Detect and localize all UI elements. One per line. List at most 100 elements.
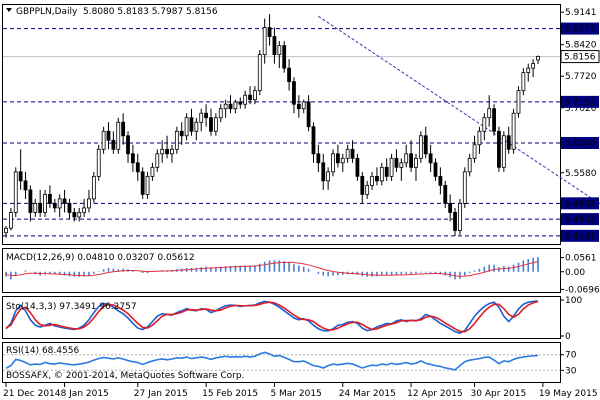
candle-body xyxy=(87,198,91,209)
level-badge-label: 5.4181 xyxy=(564,232,596,242)
level-badge xyxy=(561,197,599,210)
current-price-badge xyxy=(560,50,600,64)
candle-body xyxy=(218,108,223,119)
candle-body xyxy=(116,121,121,150)
stochastic-label: Sto(14,3,3) 97.3491 96.2757 xyxy=(6,302,137,312)
candle-body xyxy=(438,175,443,186)
candle-body xyxy=(282,45,287,69)
time-axis: 21 Dec 2014 8 Jan 2015 27 Jan 2015 15 Feb 2… xyxy=(3,383,598,399)
dropdown-triangle-icon[interactable] xyxy=(6,8,12,12)
candle-body xyxy=(213,117,218,132)
candle-body xyxy=(414,157,418,168)
candle-body xyxy=(433,162,438,177)
candle-body xyxy=(228,103,233,110)
candle-body xyxy=(516,90,521,114)
candle-body xyxy=(335,153,340,164)
main-panel-frame xyxy=(2,4,561,245)
candle-body xyxy=(52,203,57,209)
candle-body xyxy=(101,130,106,150)
candle-body xyxy=(472,144,477,159)
candle-body xyxy=(506,135,511,150)
candle-body xyxy=(292,81,296,105)
candle-body xyxy=(423,135,428,155)
candle-body xyxy=(448,203,453,213)
candle-body xyxy=(316,153,321,164)
candle-body xyxy=(462,171,467,204)
symbol-label: GBPPLN,Daily xyxy=(16,7,78,17)
macd-tick-label: 0.00 xyxy=(565,268,585,278)
candle-body xyxy=(257,54,262,92)
trendline-layer xyxy=(318,15,600,205)
candle-body xyxy=(82,207,86,213)
candle-body xyxy=(409,153,414,168)
candle-body xyxy=(248,94,252,101)
candles-layer xyxy=(4,14,540,238)
rsi-line xyxy=(5,351,539,371)
candle-body xyxy=(418,135,423,159)
header: GBPPLN,Daily 5.8080 5.8183 5.7987 5.8156 xyxy=(6,7,218,17)
candle-body xyxy=(487,108,492,119)
candle-body xyxy=(150,166,155,177)
rsi-tick-label: 70 xyxy=(565,351,577,361)
candle-body xyxy=(501,135,506,168)
candle-body xyxy=(23,180,28,191)
candle-body xyxy=(511,112,516,150)
candle-body xyxy=(13,171,18,213)
ohlc-readout: 5.8080 5.8183 5.7987 5.8156 xyxy=(83,7,218,17)
candle-body xyxy=(360,175,365,195)
stochastic-panel-frame xyxy=(2,296,561,339)
macd-signal-line xyxy=(5,260,539,277)
level-badge-label: 5.6240 xyxy=(564,139,596,149)
macd-panel-frame xyxy=(2,248,561,293)
candle-body xyxy=(350,148,355,159)
x-tick-label: 19 May 2015 xyxy=(539,389,598,399)
candle-body xyxy=(272,36,277,56)
x-tick-label: 21 Dec 2014 xyxy=(3,389,61,399)
candle-body xyxy=(375,175,379,182)
candle-body xyxy=(4,227,8,234)
candle-body xyxy=(184,117,189,137)
stochastic-d-line xyxy=(5,300,539,333)
candle-body xyxy=(428,153,433,164)
trend-line xyxy=(318,15,600,205)
candle-body xyxy=(497,130,501,168)
current-price-label: 5.8156 xyxy=(564,53,596,63)
candle-body xyxy=(126,135,130,155)
candle-body xyxy=(321,162,326,182)
candle-body xyxy=(145,175,150,195)
candle-body xyxy=(458,203,462,231)
candle-body xyxy=(209,117,213,132)
candle-body xyxy=(62,198,67,204)
candle-body xyxy=(77,212,82,218)
candle-body xyxy=(482,117,487,132)
candle-body xyxy=(233,101,238,110)
y-tick-label: 5.5580 xyxy=(565,169,597,179)
candle-body xyxy=(160,148,165,155)
candle-body xyxy=(243,94,248,105)
candle-body xyxy=(262,27,267,56)
candle-body xyxy=(140,171,145,195)
candle-body xyxy=(28,189,33,213)
candle-body xyxy=(453,212,457,231)
candle-body xyxy=(174,130,179,150)
candle-body xyxy=(238,101,243,105)
candle-body xyxy=(111,139,116,150)
horizontal-levels xyxy=(3,28,560,237)
candle-body xyxy=(306,101,311,128)
candle-body xyxy=(57,198,62,209)
candle-body xyxy=(96,148,101,177)
candle-body xyxy=(277,45,282,56)
level-badge xyxy=(561,95,599,108)
candle-body xyxy=(179,130,184,137)
candle-body xyxy=(18,171,23,182)
macd-label: MACD(12,26,9) 0.04810 0.03207 0.05612 xyxy=(6,253,195,263)
candle-body xyxy=(467,157,472,173)
candle-body xyxy=(155,153,160,168)
candle-body xyxy=(345,148,350,159)
stochastic-tick-label: 0 xyxy=(565,332,571,342)
candle-body xyxy=(91,175,96,200)
candle-body xyxy=(326,171,331,182)
candle-body xyxy=(8,212,13,229)
candle-body xyxy=(253,90,257,101)
y-tick-label: 5.8420 xyxy=(565,41,597,51)
